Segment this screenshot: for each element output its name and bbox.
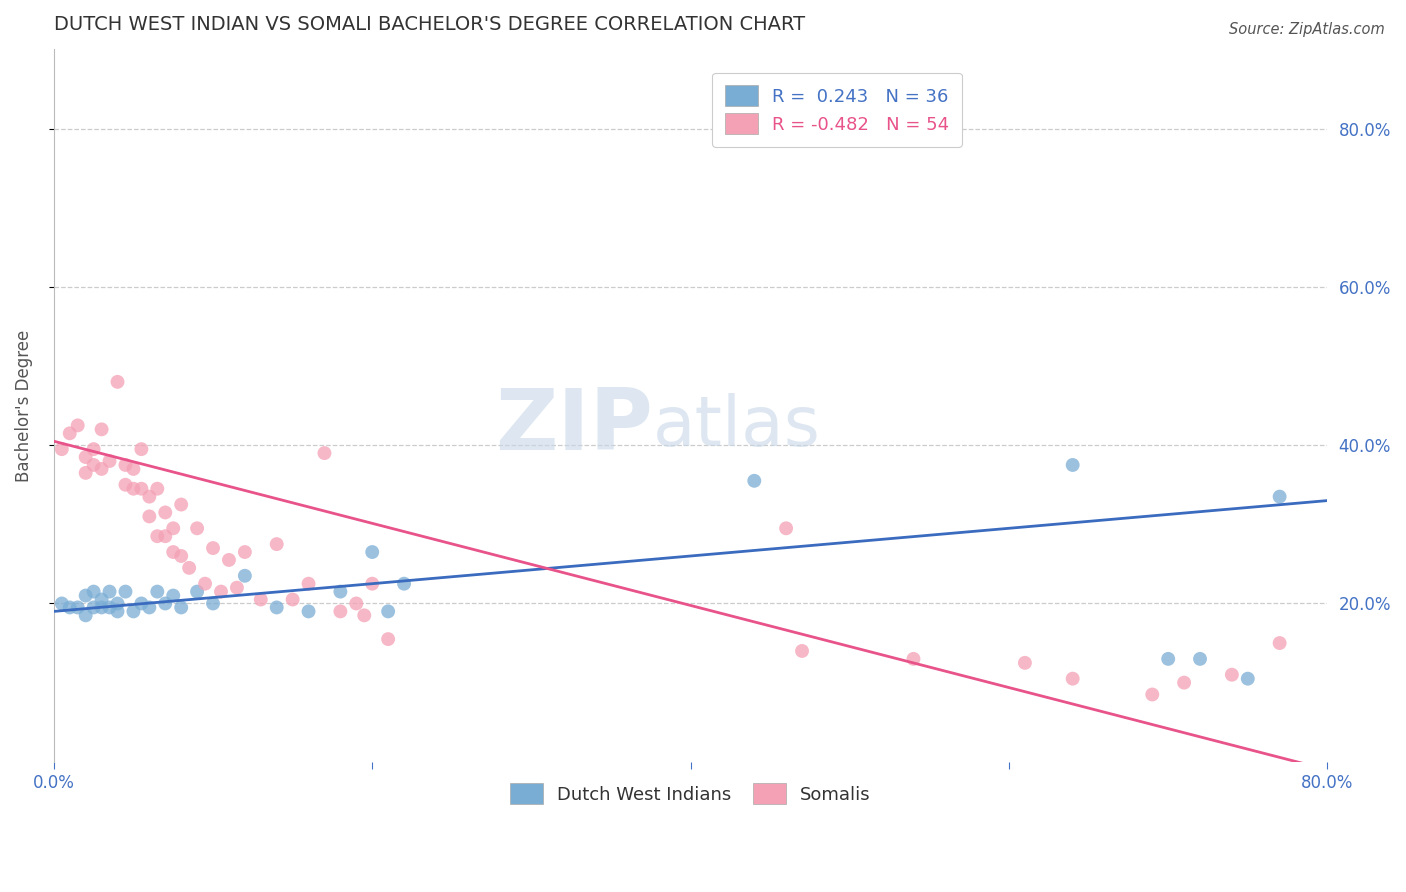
Point (146, 584, 169, 599)
Point (1062, 672, 1084, 686)
Point (202, 541, 225, 555)
Point (122, 462, 145, 476)
Point (107, 597, 129, 611)
Point (59, 426, 82, 441)
Point (233, 568, 256, 582)
Point (225, 581, 247, 595)
Point (146, 482, 169, 496)
Point (131, 442, 153, 457)
Point (353, 608, 375, 623)
Point (170, 498, 193, 512)
Point (1142, 688, 1164, 702)
Point (122, 482, 145, 496)
Point (742, 474, 765, 488)
Point (90, 422, 112, 436)
Y-axis label: Bachelor's Degree: Bachelor's Degree (15, 329, 32, 482)
Text: atlas: atlas (652, 393, 820, 460)
Point (66, 418, 89, 433)
Point (98, 454, 121, 468)
Point (266, 600, 288, 615)
Point (361, 545, 384, 559)
Point (329, 584, 352, 599)
Point (329, 604, 352, 618)
Point (1062, 458, 1084, 472)
Point (90, 592, 112, 607)
Point (138, 509, 160, 524)
Point (51, 442, 73, 457)
Point (90, 600, 112, 615)
Point (98, 600, 121, 615)
Point (903, 652, 925, 666)
Point (162, 545, 184, 559)
Point (162, 521, 184, 535)
Point (377, 604, 399, 618)
Point (314, 446, 336, 460)
Text: DUTCH WEST INDIAN VS SOMALI BACHELOR'S DEGREE CORRELATION CHART: DUTCH WEST INDIAN VS SOMALI BACHELOR'S D… (53, 15, 806, 34)
Point (281, 592, 304, 607)
Point (1220, 667, 1243, 681)
Legend: Dutch West Indians, Somalis: Dutch West Indians, Somalis (498, 771, 883, 817)
Point (209, 584, 232, 599)
Point (162, 589, 184, 603)
Point (1268, 636, 1291, 650)
Point (361, 576, 384, 591)
Point (51, 597, 73, 611)
Point (179, 561, 201, 575)
Point (83, 600, 105, 615)
Point (107, 375, 129, 389)
Point (1173, 675, 1195, 690)
Point (83, 458, 105, 472)
Point (131, 597, 153, 611)
Point (83, 584, 105, 599)
Point (775, 521, 797, 535)
Point (122, 604, 145, 618)
Point (1268, 490, 1291, 504)
Point (297, 576, 319, 591)
Point (66, 600, 89, 615)
Point (75, 466, 97, 480)
Point (1157, 652, 1180, 666)
Point (344, 597, 367, 611)
Point (170, 549, 193, 563)
Point (155, 506, 177, 520)
Point (377, 632, 399, 646)
Point (75, 450, 97, 464)
Point (83, 442, 105, 457)
Point (186, 521, 208, 535)
Text: Source: ZipAtlas.com: Source: ZipAtlas.com (1229, 22, 1385, 37)
Point (131, 482, 153, 496)
Point (59, 600, 82, 615)
Point (1236, 672, 1258, 686)
Point (107, 604, 129, 618)
Point (249, 592, 271, 607)
Point (90, 462, 112, 476)
Point (297, 604, 319, 618)
Point (98, 584, 121, 599)
Point (233, 545, 256, 559)
Point (186, 584, 208, 599)
Point (202, 597, 225, 611)
Point (790, 644, 813, 658)
Point (155, 529, 177, 543)
Point (155, 597, 177, 611)
Point (114, 584, 136, 599)
Point (114, 458, 136, 472)
Point (138, 600, 160, 615)
Point (1014, 656, 1036, 670)
Point (75, 589, 97, 603)
Point (138, 490, 160, 504)
Point (266, 537, 288, 551)
Text: ZIP: ZIP (495, 385, 652, 468)
Point (146, 529, 169, 543)
Point (392, 576, 415, 591)
Point (218, 553, 240, 567)
Point (170, 600, 193, 615)
Point (114, 477, 136, 491)
Point (75, 608, 97, 623)
Point (1189, 652, 1212, 666)
Point (194, 576, 217, 591)
